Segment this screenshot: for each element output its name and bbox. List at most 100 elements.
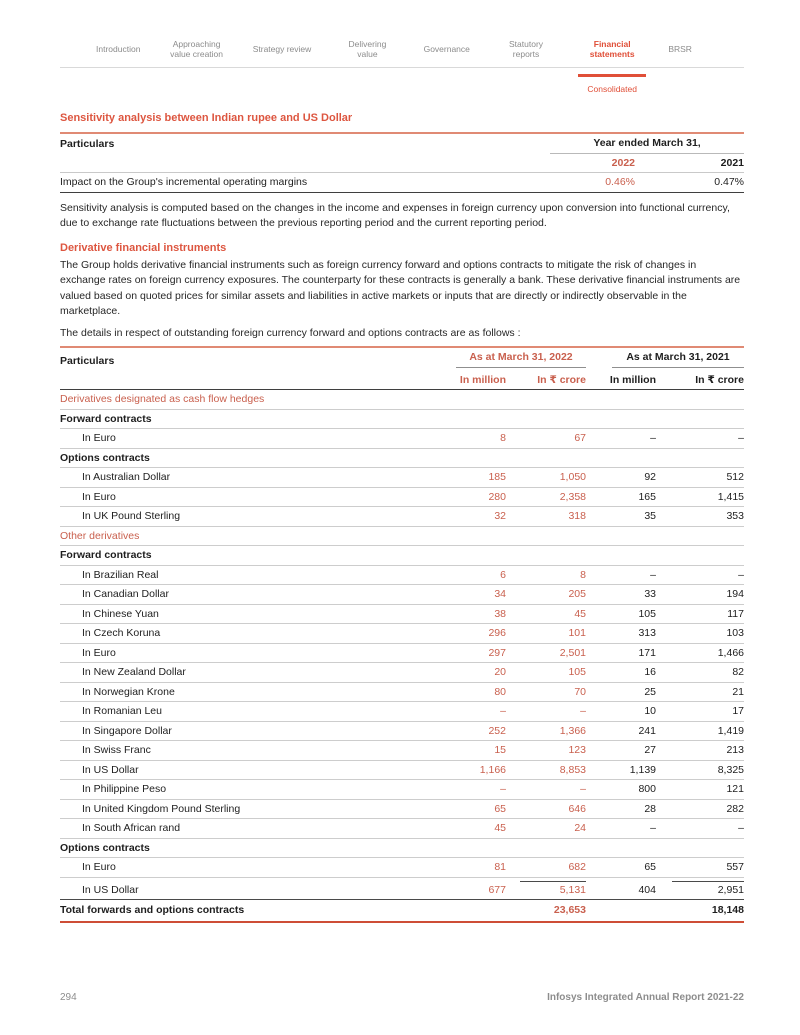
value-cell: 677 <box>488 883 506 896</box>
value-cell: 297 <box>444 643 506 663</box>
nav-item-financial-statements[interactable]: Financial statements Consolidated <box>578 38 647 94</box>
nav-item-label: Introduction <box>96 43 141 54</box>
row-label: In Chinese Yuan <box>60 604 444 624</box>
particulars-header: Particulars <box>60 137 115 150</box>
table-row: In South African rand 45 24– – <box>60 818 744 839</box>
row-label: In Euro <box>60 487 444 507</box>
value-cell: 165 <box>586 487 656 507</box>
value-2021: 0.47% <box>714 176 745 188</box>
table-row: Forward contracts <box>60 409 744 429</box>
empty-cell <box>60 153 550 173</box>
table-row: In Romanian Leu – –10 17 <box>60 701 744 722</box>
nav-item-brsr[interactable]: BRSR <box>668 44 692 55</box>
table-row: In Philippine Peso – –800 121 <box>60 779 744 800</box>
unit-million-2021: In million <box>586 370 656 390</box>
table-row: In Australian Dollar 185 1,050 92 512 <box>60 467 744 488</box>
value-cell: – <box>506 779 586 800</box>
value-cell: 45 <box>506 604 586 624</box>
nav-item-statutory-reports[interactable]: Statutory reports <box>496 39 556 60</box>
row-label: In Swiss Franc <box>60 740 444 761</box>
value-cell: – <box>444 701 506 722</box>
nav-item-label: Financial statements <box>589 38 635 60</box>
row-label: In United Kingdom Pound Sterling <box>60 799 444 819</box>
row-label: In Romanian Leu <box>60 701 444 722</box>
value-cell: 2,951 <box>656 877 744 900</box>
nav-item-introduction[interactable]: Introduction <box>96 44 140 55</box>
value-cell: 92 <box>586 467 656 488</box>
table-header-row: Particulars Year ended March 31, <box>60 133 745 154</box>
table-row: In Euro 280 2,358 165 1,415 <box>60 487 744 507</box>
unit-million-2022: In million <box>444 370 506 390</box>
nav-item-strategy-review[interactable]: Strategy review <box>253 44 312 55</box>
pre-total-value: 2,951 <box>671 880 744 897</box>
nav-item-delivering-value[interactable]: Delivering value <box>337 39 397 60</box>
empty-cell <box>60 370 444 390</box>
nav-item-approaching-value-creation[interactable]: Approaching value creation <box>167 39 227 60</box>
value-cell: 16 <box>586 662 656 683</box>
value-cell: 117 <box>656 604 744 624</box>
sensitivity-paragraph: Sensitivity analysis is computed based o… <box>60 201 730 230</box>
row-label: In Philippine Peso <box>60 779 444 800</box>
row-label: Impact on the Group's incremental operat… <box>60 176 308 188</box>
table-row: In Czech Koruna 296 101 313 103 <box>60 623 744 644</box>
nav-item-label: Approaching value creation <box>170 38 224 60</box>
derivatives-table: Particulars As at March 31, 2022 As at M… <box>60 346 744 923</box>
row-label: In Australian Dollar <box>60 467 444 488</box>
footer-page-number: 294 <box>60 992 77 1003</box>
value-cell: 171 <box>586 643 656 663</box>
value-cell: 682 <box>506 857 586 878</box>
asat-2021-label: As at March 31, 2021 <box>612 351 744 368</box>
value-cell: 1,466 <box>656 643 744 663</box>
value-cell: 18,148 <box>656 899 744 923</box>
year-row: 2022 2021 <box>60 153 745 173</box>
value-cell: – <box>586 565 656 585</box>
group-row-label: Options contracts <box>60 448 744 468</box>
value-cell: 404 <box>638 883 656 896</box>
table-row: Derivatives designated as cash flow hedg… <box>60 389 744 410</box>
group-row-label: Forward contracts <box>60 545 744 566</box>
table-row: Options contracts <box>60 448 744 468</box>
value-cell: 282 <box>656 799 744 819</box>
value-cell: 20 <box>444 662 506 683</box>
footer-report-title: Infosys Integrated Annual Report 2021-22 <box>547 992 744 1003</box>
value-cell <box>586 899 656 923</box>
value-cell: 28 <box>586 799 656 819</box>
year-2022: 2022 <box>550 153 635 173</box>
value-cell: – <box>506 701 586 722</box>
asat-2022-label: As at March 31, 2022 <box>456 351 586 368</box>
value-cell: 34 <box>444 584 506 605</box>
value-cell: 512 <box>656 467 744 488</box>
value-cell: 1,166 <box>444 760 506 780</box>
unit-header-row: In million In ₹ crore In million In ₹ cr… <box>60 370 744 390</box>
table-row: In UK Pound Sterling 32 318 35 353 <box>60 506 744 527</box>
section-row-label: Other derivatives <box>60 526 744 546</box>
value-cell: 10 <box>586 701 656 722</box>
value-cell: 1,366 <box>506 721 586 741</box>
table-row: Total forwards and options contracts 23,6… <box>60 899 744 923</box>
value-cell: 45 <box>444 818 506 839</box>
value-cell: – <box>656 428 744 449</box>
nav-item-label: Governance <box>423 43 470 54</box>
row-label: In Euro <box>60 643 444 663</box>
pre-total-value: 5,131 <box>520 880 586 897</box>
value-cell: 1,415 <box>656 487 744 507</box>
value-cell: 1,050 <box>506 467 586 488</box>
table-row: Options contracts <box>60 838 744 858</box>
table-row: In US Dollar 677 5,131 404 2,951 <box>60 877 744 900</box>
value-cell: 1,419 <box>656 721 744 741</box>
value-cell: 17 <box>656 701 744 722</box>
value-cell: 103 <box>656 623 744 644</box>
value-cell: 15 <box>444 740 506 761</box>
row-label: In New Zealand Dollar <box>60 662 444 683</box>
year-2021: 2021 <box>635 153 745 173</box>
value-cell: 105 <box>586 604 656 624</box>
section-row-label: Derivatives designated as cash flow hedg… <box>60 389 744 410</box>
nav-subitem-consolidated[interactable]: Consolidated <box>587 83 637 94</box>
nav-item-governance[interactable]: Governance <box>424 44 470 55</box>
derivatives-paragraph: The Group holds derivative financial ins… <box>60 258 741 318</box>
value-cell: 185 <box>444 467 506 488</box>
value-cell: 24 <box>506 818 586 839</box>
unit-crore-2022: In ₹ crore <box>506 370 586 390</box>
table-row: In Swiss Franc 15 123 27 213 <box>60 740 744 761</box>
